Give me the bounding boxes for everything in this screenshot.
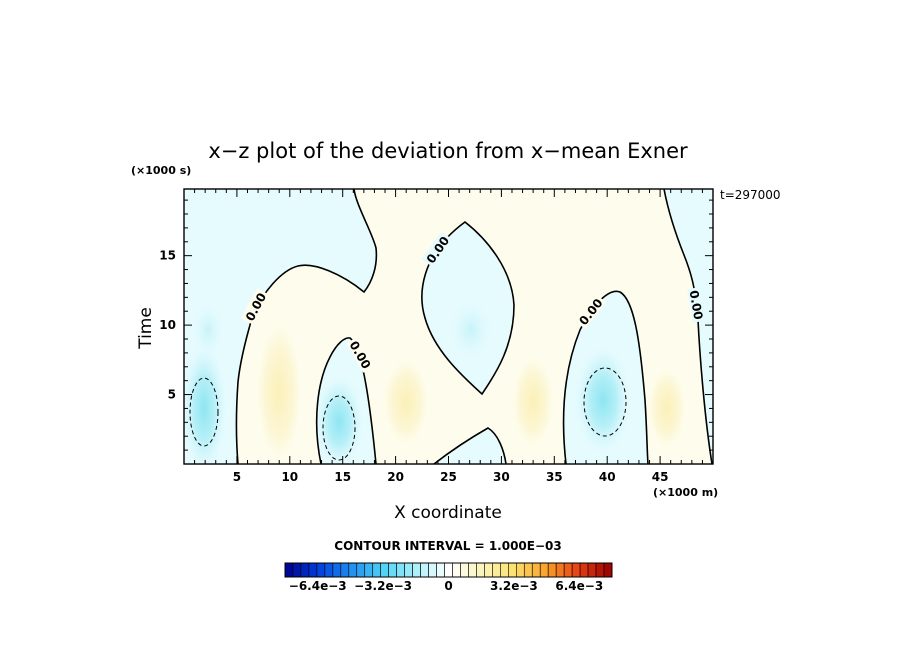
colorbar-cell	[555, 562, 565, 578]
colorbar-cell	[579, 562, 589, 578]
zero-contours	[235, 189, 713, 464]
contour-neg-right	[583, 367, 627, 437]
colorbar-cell	[404, 562, 413, 578]
contour-neg-left	[189, 377, 219, 447]
blob-neg-center	[447, 296, 495, 364]
negative-contours	[189, 367, 627, 461]
blob-pos-2	[380, 352, 432, 452]
colorbar-cell	[332, 562, 342, 578]
colorbar-cell	[364, 562, 374, 578]
plot-field: 0.00 0.00 0.00 0.00 0.00	[184, 189, 713, 464]
colorbar-cell	[515, 562, 525, 578]
colorbar-cell	[356, 562, 366, 578]
colorbar-cell	[300, 562, 310, 578]
colorbar-cell	[428, 562, 437, 578]
x-tick-label: 15	[334, 470, 351, 484]
colorbar-cell	[420, 562, 429, 578]
x-tick-label: 5	[233, 470, 241, 484]
x-tick-labels: 5 10 15 20 25 30 35 40 45	[233, 470, 669, 484]
axis-ticks	[184, 189, 713, 464]
x-tick-label: 45	[652, 470, 669, 484]
colorbar-cell	[508, 562, 517, 578]
contour-zero-center-lower	[433, 427, 507, 464]
region-neg-center-lower	[434, 428, 506, 464]
colorbar-cell	[388, 562, 397, 578]
colorbar-cell	[492, 562, 501, 578]
y-tick-label: 5	[168, 388, 176, 402]
colorbar-cell	[531, 562, 541, 578]
region-neg-far-right	[664, 189, 713, 464]
colorbar-tick-label: 3.2e−3	[490, 579, 538, 593]
colorbar-cell	[412, 562, 421, 578]
blob-pos-3	[509, 350, 557, 454]
colorbar-cell	[468, 562, 477, 578]
blob-neg-mid	[313, 372, 365, 464]
colorbar-cell	[587, 562, 597, 578]
chart-title: x−z plot of the deviation from x−mean Ex…	[208, 139, 688, 163]
colorbar-cell	[396, 562, 405, 578]
colorbar-cell	[340, 562, 350, 578]
colorbar-cell	[484, 562, 493, 578]
colorbar-cell	[380, 562, 389, 578]
x-axis-label: X coordinate	[394, 503, 502, 523]
colorbar-cell	[436, 562, 445, 578]
colorbar-tick-label: −3.2e−3	[354, 579, 412, 593]
colorbar-cell	[571, 562, 581, 578]
colorbar-cell	[444, 562, 453, 578]
x-tick-label: 20	[387, 470, 404, 484]
y-tick-labels: 5 10 15	[159, 249, 176, 402]
colorbar-cell	[603, 562, 613, 578]
region-neg-left	[184, 189, 377, 464]
y-tick-label: 10	[159, 318, 176, 332]
contour-neg-mid	[322, 395, 356, 461]
contour-zero-center	[421, 220, 515, 396]
x-tick-label: 10	[281, 470, 298, 484]
blob-pos-1	[253, 312, 305, 464]
y-axis-label: Time	[136, 307, 156, 350]
colorbar-cell	[348, 562, 358, 578]
colorbar-tick-label: 0	[444, 579, 452, 593]
blob-neg-left	[184, 338, 228, 464]
contour-zero-right	[562, 290, 649, 464]
colorbar-cell	[460, 562, 469, 578]
colorbar-labels: −6.4e−3 −3.2e−3 0 3.2e−3 6.4e−3	[289, 579, 603, 593]
x-axis-unit: (×1000 m)	[653, 486, 718, 499]
x-tick-label: 40	[599, 470, 616, 484]
colorbar-cell	[523, 562, 533, 578]
colorbar-cell	[500, 562, 509, 578]
colorbar-cell	[316, 562, 326, 578]
contour-label: 0.00	[687, 289, 706, 321]
colorbar-cell	[547, 562, 557, 578]
colorbar-cell	[284, 562, 294, 578]
x-tick-label: 25	[440, 470, 457, 484]
contour-zero-mid	[315, 337, 377, 464]
blob-neg-right	[573, 342, 633, 458]
colorbar-cell	[452, 562, 461, 578]
blob-pos-4	[645, 362, 689, 454]
colorbar-cell	[372, 562, 382, 578]
colorbar-tick-label: −6.4e−3	[289, 579, 347, 593]
colorbar-cell	[563, 562, 573, 578]
colorbar-tick-label: 6.4e−3	[555, 579, 603, 593]
colorbar-cell	[308, 562, 318, 578]
contour-interval: CONTOUR INTERVAL = 1.000E−03	[334, 539, 561, 553]
colorbar	[284, 562, 613, 578]
colorbar-cell	[324, 562, 334, 578]
x-tick-label: 30	[493, 470, 510, 484]
colorbar-frame	[284, 562, 613, 578]
y-axis-unit: (×1000 s)	[131, 164, 191, 177]
time-stamp: t=297000	[720, 188, 781, 202]
y-tick-label: 15	[159, 249, 176, 263]
colorbar-cell	[539, 562, 549, 578]
blob-neg-left-upper	[190, 300, 226, 360]
colorbar-cell	[595, 562, 605, 578]
x-tick-label: 35	[546, 470, 563, 484]
colorbar-cell	[476, 562, 485, 578]
contour-zero-left	[235, 189, 378, 464]
colorbar-cell	[292, 562, 302, 578]
